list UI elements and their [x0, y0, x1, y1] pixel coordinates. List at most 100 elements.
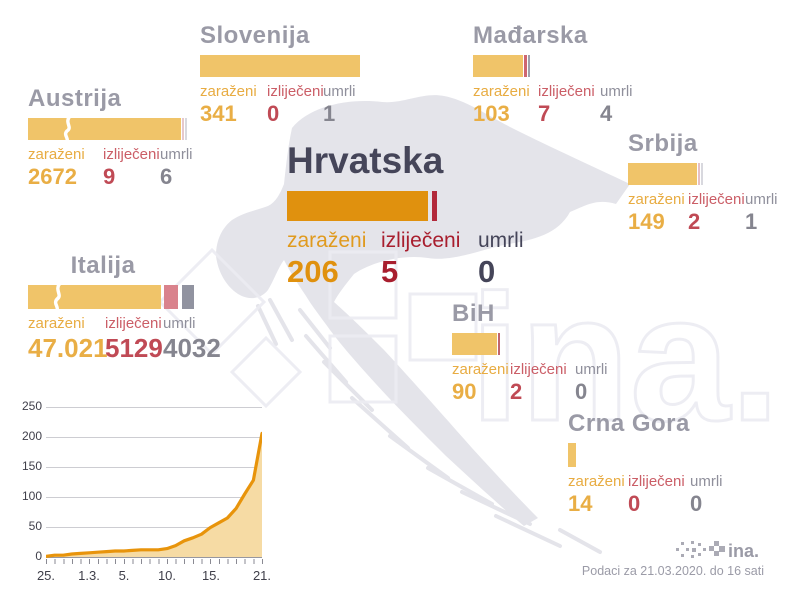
value-recovered: 7	[538, 101, 551, 126]
x-axis-tick: 5.	[118, 568, 130, 583]
label-recovered: izliječeni	[628, 473, 685, 490]
bar-segment-infected	[200, 55, 360, 77]
bar-segment-recovered	[524, 55, 527, 77]
value-recovered: 9	[103, 164, 116, 189]
label-recovered: izliječeni	[510, 361, 567, 378]
country-title: Srbija	[628, 130, 698, 157]
value-infected: 14	[568, 491, 593, 516]
value-recovered: 2	[688, 209, 701, 234]
label-infected: zaraženi	[473, 83, 530, 100]
x-axis-tick: 1.3.	[78, 568, 100, 583]
country-title: BiH	[452, 300, 495, 327]
country-block-srbija: Srbija zaraženi 149 izliječeni 2 umrli 1	[628, 130, 778, 234]
bar-segment-infected	[628, 163, 697, 185]
label-deaths: umrli	[575, 361, 608, 378]
country-block-bih: BiH zaraženi 90 izliječeni 2 umrli 0	[452, 300, 608, 404]
y-axis-tick: 250	[21, 399, 42, 413]
value-infected: 90	[452, 379, 477, 404]
value-deaths: 1	[745, 209, 758, 234]
value-recovered: 0	[267, 101, 280, 126]
country-title: Mađarska	[473, 22, 588, 49]
y-axis-tick: 50	[28, 519, 42, 533]
x-axis-minor-ticks	[46, 559, 263, 564]
label-recovered: izliječeni	[538, 83, 595, 100]
infection-bar	[568, 443, 723, 467]
bar-segment-infected	[568, 443, 576, 467]
gridline: 150	[22, 459, 262, 473]
value-infected: 47.021	[28, 333, 108, 363]
hina-logo: ina.	[676, 541, 759, 561]
value-deaths: 0	[690, 491, 703, 516]
gridline: 50	[29, 519, 262, 533]
bar-segment-recovered	[432, 191, 437, 221]
country-title: Crna Gora	[568, 410, 690, 437]
infection-bar	[200, 55, 360, 77]
label-infected: zaraženi	[200, 83, 257, 100]
country-title: Italija	[70, 252, 136, 279]
label-recovered: izliječeni	[381, 229, 461, 252]
chart-plot-area: 250 200 150 100 50 0 25. 1.3. 5. 10. 15.…	[22, 399, 271, 583]
label-deaths: umrli	[690, 473, 723, 490]
bar-segment-deaths	[182, 285, 194, 309]
infection-bar	[28, 283, 221, 311]
infection-bar	[28, 116, 193, 142]
label-deaths: umrli	[160, 146, 193, 163]
bar-segment-deaths	[528, 55, 530, 77]
infection-bar	[628, 163, 778, 185]
label-recovered: izliječeni	[105, 315, 162, 332]
bar-break-mark	[63, 116, 72, 142]
label-recovered: izliječeni	[103, 146, 160, 163]
country-block-crna-gora: Crna Gora zaraženi 14 izliječeni 0 umrli…	[568, 410, 723, 516]
value-deaths: 0	[478, 254, 496, 289]
bar-segment-infected	[287, 191, 428, 221]
x-axis-tick: 25.	[36, 568, 56, 583]
bar-segment-recovered	[698, 163, 700, 185]
bar-segment-infected	[473, 55, 523, 77]
cases-growth-chart: 250 200 150 100 50 0 25. 1.3. 5. 10. 15.…	[22, 398, 278, 594]
gridline: 100	[22, 489, 262, 503]
value-recovered: 5	[381, 254, 399, 289]
gridline: 250	[22, 399, 262, 413]
label-infected: zaraženi	[28, 315, 85, 332]
label-deaths: umrli	[600, 83, 633, 100]
value-deaths: 1	[323, 101, 336, 126]
label-deaths: umrli	[323, 83, 356, 100]
logo-text: ina.	[728, 541, 759, 561]
bar-break-mark	[53, 283, 62, 311]
label-deaths: umrli	[745, 191, 778, 208]
label-infected: zaraženi	[28, 146, 85, 163]
label-recovered: izliječeni	[267, 83, 324, 100]
bar-segment-recovered	[182, 118, 184, 140]
bar-segment-infected	[28, 116, 181, 142]
country-block-austrija: Austrija zaraženi 2672 izliječeni 9 umrl…	[28, 85, 193, 189]
value-deaths: 6	[160, 164, 173, 189]
value-infected: 103	[473, 101, 510, 126]
country-title: Hrvatska	[287, 140, 444, 181]
value-deaths: 4	[600, 101, 613, 126]
value-recovered: 2	[510, 379, 523, 404]
value-infected: 149	[628, 209, 665, 234]
value-infected: 341	[200, 101, 237, 126]
cases-area-line	[46, 431, 262, 558]
area-fill	[46, 433, 262, 557]
bar-segment-infected	[28, 283, 161, 311]
x-axis-tick: 21.	[252, 568, 272, 583]
value-recovered: 5129	[105, 333, 163, 363]
bar-segment-recovered	[498, 333, 500, 355]
x-axis-tick: 15.	[201, 568, 221, 583]
bar-segment-infected	[452, 333, 497, 355]
value-infected: 206	[287, 254, 339, 289]
country-title: Austrija	[28, 85, 122, 112]
country-block-slovenija: Slovenija zaraženi 341 izliječeni 0 umrl…	[200, 22, 360, 126]
label-deaths: umrli	[478, 229, 524, 252]
infection-bar	[473, 55, 633, 77]
label-deaths: umrli	[163, 315, 196, 332]
label-infected: zaraženi	[568, 473, 625, 490]
bar-segment-deaths	[185, 118, 187, 140]
value-infected: 2672	[28, 164, 77, 189]
y-axis-tick: 0	[35, 549, 42, 563]
country-title: Slovenija	[200, 22, 310, 49]
country-block-madarska: Mađarska zaraženi 103 izliječeni 7 umrli…	[473, 22, 633, 126]
data-date-note: Podaci za 21.03.2020. do 16 sati	[581, 564, 764, 578]
